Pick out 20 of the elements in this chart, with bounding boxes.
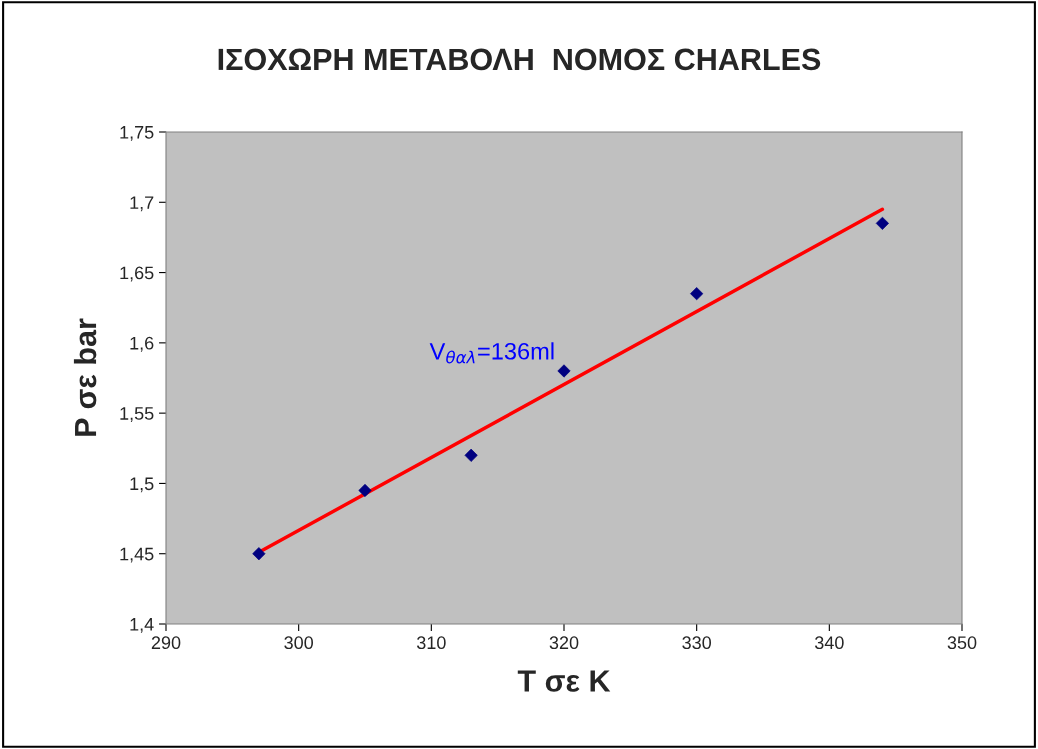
y-tick-label: 1,5 (130, 477, 154, 493)
point (557, 364, 571, 378)
x-tick-label: 320 (549, 636, 579, 650)
x-axis-title: T σε K (517, 670, 611, 692)
y-tick-label: 1,75 (120, 126, 154, 141)
y-tick-label: 1,6 (130, 336, 154, 352)
x-tick-label: 330 (682, 636, 712, 650)
y-axis-title: P σε bar (73, 318, 97, 436)
x-tick-label: 310 (416, 636, 446, 650)
y-tick-label: 1,65 (120, 266, 154, 282)
x-tick-label: 350 (947, 636, 977, 650)
annotation: V$_{θαλ}$=136ml (429, 342, 554, 364)
y-tick-label: 1,7 (130, 196, 154, 212)
x-tick-label: 340 (814, 636, 844, 650)
y-tick-label: 1,45 (120, 547, 154, 563)
x-tick-label: 290 (151, 636, 181, 650)
y-tick-label: 1,4 (130, 618, 154, 633)
y-tick-label: 1,55 (120, 407, 154, 422)
chart-title: ΙΣΟΧΩΡΗ ΜΕΤΑΒΟΛΗ ΝΟΜΟΣ CHARLES (218, 48, 821, 71)
x-tick-label: 300 (284, 636, 314, 650)
